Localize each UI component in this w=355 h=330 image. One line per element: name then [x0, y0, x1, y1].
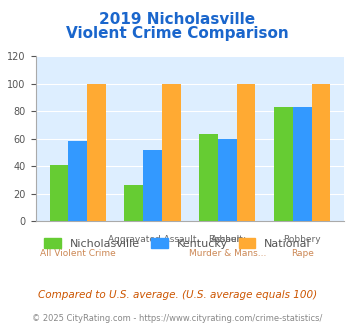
Bar	[87, 83, 106, 221]
Bar	[274, 107, 293, 221]
Text: © 2025 CityRating.com - https://www.cityrating.com/crime-statistics/: © 2025 CityRating.com - https://www.city…	[32, 314, 323, 323]
Text: Murder & Mans...: Murder & Mans...	[189, 249, 266, 258]
Bar	[50, 165, 68, 221]
Text: Robbery: Robbery	[208, 235, 246, 244]
Bar	[237, 83, 256, 221]
Text: All Violent Crime: All Violent Crime	[40, 249, 115, 258]
Bar	[162, 83, 181, 221]
Text: Assault: Assault	[211, 235, 244, 244]
Text: 2019 Nicholasville: 2019 Nicholasville	[99, 12, 256, 26]
Text: Compared to U.S. average. (U.S. average equals 100): Compared to U.S. average. (U.S. average …	[38, 290, 317, 300]
Bar	[293, 107, 312, 221]
Bar	[218, 139, 237, 221]
Text: Violent Crime Comparison: Violent Crime Comparison	[66, 26, 289, 41]
Text: Rape: Rape	[291, 249, 314, 258]
Text: Robbery: Robbery	[283, 235, 321, 244]
Text: Aggravated Assault: Aggravated Assault	[108, 235, 197, 244]
Bar	[312, 83, 330, 221]
Bar	[124, 185, 143, 221]
Bar	[199, 134, 218, 221]
Bar	[68, 141, 87, 221]
Bar	[143, 149, 162, 221]
Legend: Nicholasville, Kentucky, National: Nicholasville, Kentucky, National	[40, 234, 315, 253]
